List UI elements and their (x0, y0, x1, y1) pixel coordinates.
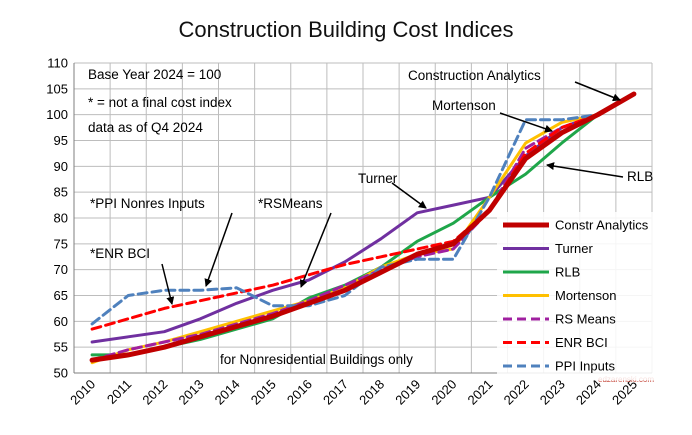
scope-note: for Nonresidential Buildings only (220, 352, 413, 367)
x-tick-label: 2019 (392, 377, 423, 408)
callout-arrows (161, 81, 624, 305)
data-as-of-note: data as of Q4 2024 (88, 120, 203, 135)
chart-title: Construction Building Cost Indices (178, 17, 513, 42)
legend-label-constr-analytics: Constr Analytics (555, 218, 649, 233)
y-tick-label: 80 (54, 211, 68, 226)
arrow-rlb (546, 162, 624, 178)
x-tick-label: 2023 (537, 377, 568, 408)
y-tick-label: 90 (54, 159, 68, 174)
y-tick-label: 55 (54, 340, 68, 355)
series-line-constr-analytics (89, 91, 637, 363)
x-tick-label: 2010 (67, 377, 98, 408)
x-tick-label: 2012 (139, 377, 170, 408)
y-tick-label: 75 (54, 236, 68, 251)
label-enr-bci: *ENR BCI (90, 246, 150, 261)
legend-label-rlb: RLB (555, 265, 580, 280)
series-layer (89, 91, 637, 365)
arrow-enr-bci (161, 263, 175, 305)
not-final-note: * = not a final cost index (88, 95, 232, 110)
legend-label-mortenson: Mortenson (555, 288, 616, 303)
y-tick-label: 105 (46, 81, 68, 96)
y-tick-label: 60 (54, 314, 68, 329)
y-tick-label: 50 (54, 366, 68, 381)
x-tick-label: 2018 (356, 377, 387, 408)
arrow-mortenson (499, 112, 553, 133)
arrow-rsmeans (299, 212, 332, 288)
label-rlb: RLB (627, 169, 653, 184)
legend-label-turner: Turner (555, 241, 593, 256)
arrow-construction-analytics (574, 81, 621, 102)
arrow-ppi-nonres-inputs (204, 212, 233, 287)
y-tick-label: 100 (46, 107, 68, 122)
label-rsmeans: *RSMeans (258, 196, 323, 211)
x-tick-label: 2016 (284, 377, 315, 408)
x-tick-label: 2011 (104, 377, 134, 407)
label-turner: Turner (358, 171, 398, 186)
legend-label-enr-bci: ENR BCI (555, 335, 608, 350)
y-tick-label: 65 (54, 288, 68, 303)
legend-label-rs-means: RS Means (555, 312, 616, 327)
base-year-note: Base Year 2024 = 100 (88, 67, 221, 82)
x-tick-label: 2022 (501, 377, 532, 408)
y-tick-label: 85 (54, 185, 68, 200)
series-line-rs-means (90, 113, 600, 362)
x-tick-label: 2015 (248, 377, 279, 408)
series-line-ppi-inputs (90, 113, 600, 326)
y-tick-label: 70 (54, 262, 68, 277)
arrow-turner (391, 182, 427, 209)
label-ppi-nonres-inputs: *PPI Nonres Inputs (90, 196, 205, 211)
label-construction-analytics: Construction Analytics (408, 68, 541, 83)
x-tick-label: 2013 (176, 377, 207, 408)
x-tick-label: 2021 (465, 377, 496, 408)
legend-label-ppi-inputs: PPI Inputs (555, 359, 615, 374)
y-tick-label: 110 (47, 56, 68, 71)
x-tick-label: 2020 (428, 377, 459, 408)
x-tick-label: 2014 (212, 377, 243, 408)
label-mortenson: Mortenson (432, 98, 496, 113)
y-tick-label: 95 (54, 133, 68, 148)
x-tick-label: 2017 (320, 377, 351, 408)
legend: Constr Analytics Turner RLB Mortenson RS Mea… (497, 212, 655, 381)
